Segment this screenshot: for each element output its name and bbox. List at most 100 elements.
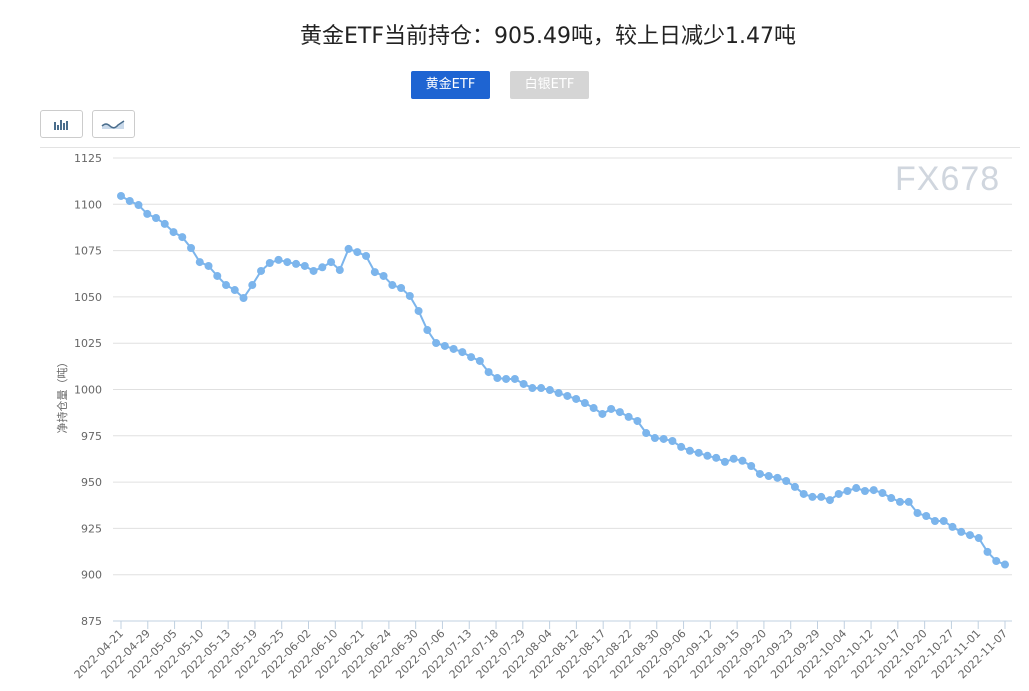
data-point <box>458 348 467 357</box>
series-line <box>120 195 1006 566</box>
data-point <box>922 511 931 520</box>
data-point <box>764 471 773 480</box>
data-point <box>650 434 659 443</box>
data-point <box>703 451 712 460</box>
data-point <box>344 244 353 253</box>
data-point <box>782 476 791 485</box>
data-point <box>230 286 239 295</box>
y-tick-label: 950 <box>81 476 102 489</box>
data-point <box>992 556 1001 565</box>
data-point <box>834 489 843 498</box>
y-tick-label: 875 <box>81 615 102 628</box>
y-tick-label: 975 <box>81 430 102 443</box>
data-point <box>799 489 808 498</box>
data-point <box>388 281 397 290</box>
data-point <box>195 258 204 267</box>
data-point <box>187 244 196 253</box>
data-point <box>913 509 922 518</box>
data-point <box>808 492 817 501</box>
data-point <box>274 255 283 264</box>
data-point <box>300 261 309 270</box>
data-point <box>117 191 125 200</box>
y-tick-label: 1025 <box>74 337 102 350</box>
data-point <box>843 486 852 495</box>
data-point <box>642 429 651 438</box>
data-point <box>860 486 869 495</box>
data-point <box>169 228 178 237</box>
data-point <box>283 258 292 267</box>
data-point <box>852 484 861 493</box>
page-title: 黄金ETF当前持仓：905.49吨，较上日减少1.47吨 <box>300 24 796 49</box>
data-point <box>965 531 974 540</box>
data-point <box>545 386 554 395</box>
data-point <box>738 456 747 465</box>
data-point <box>257 266 266 275</box>
data-point <box>895 497 904 506</box>
data-point <box>755 469 764 478</box>
data-point <box>484 368 493 377</box>
line-chart-icon <box>101 120 125 129</box>
data-point <box>239 294 248 303</box>
data-point <box>572 394 581 403</box>
data-point <box>659 434 668 443</box>
tab-gold-etf[interactable]: 黄金ETF <box>411 71 490 99</box>
data-point <box>449 344 458 353</box>
data-point <box>143 209 152 218</box>
data-point <box>983 547 992 556</box>
data-point <box>213 271 222 280</box>
data-point <box>265 259 274 268</box>
data-point <box>152 214 161 223</box>
data-point <box>930 516 939 525</box>
data-point <box>362 251 371 260</box>
data-point <box>817 492 826 501</box>
data-point <box>790 482 799 491</box>
tab-silver-etf[interactable]: 白银ETF <box>510 71 589 99</box>
data-point <box>405 291 414 300</box>
data-point <box>178 233 187 242</box>
data-point <box>537 384 546 393</box>
line-chart-button[interactable] <box>92 110 135 138</box>
data-point <box>440 341 449 350</box>
data-point <box>292 259 301 268</box>
data-point <box>887 494 896 503</box>
bar-chart-button[interactable] <box>40 110 83 138</box>
data-point <box>335 266 344 275</box>
data-point <box>204 261 213 270</box>
data-point <box>370 268 379 277</box>
data-point <box>379 271 388 280</box>
data-point <box>939 516 948 525</box>
data-point <box>878 489 887 498</box>
data-point <box>747 461 756 470</box>
divider <box>40 147 1020 148</box>
y-tick-label: 1050 <box>74 291 102 304</box>
data-point <box>519 379 528 388</box>
y-tick-label: 925 <box>81 522 102 535</box>
data-point <box>974 534 983 543</box>
data-point <box>668 436 677 445</box>
data-point <box>729 454 738 463</box>
data-point <box>563 391 572 400</box>
data-point <box>1001 560 1009 569</box>
data-point <box>502 374 511 383</box>
data-point <box>720 457 729 466</box>
data-point <box>397 284 406 293</box>
data-point <box>589 404 598 413</box>
data-point <box>624 412 633 421</box>
data-point <box>432 339 441 348</box>
data-point <box>423 326 432 335</box>
y-tick-label: 900 <box>81 569 102 582</box>
data-point <box>510 374 519 383</box>
data-point <box>493 374 502 383</box>
data-point <box>467 353 476 362</box>
data-point <box>633 416 642 425</box>
bar-chart-icon <box>54 120 68 130</box>
data-point <box>712 453 721 462</box>
y-axis-title: 净持仓量（吨） <box>55 357 69 434</box>
y-tick-label: 1125 <box>74 152 102 165</box>
data-point <box>773 473 782 482</box>
data-point <box>677 442 686 451</box>
data-point <box>248 281 257 290</box>
data-point <box>598 409 607 418</box>
data-point <box>580 399 589 408</box>
